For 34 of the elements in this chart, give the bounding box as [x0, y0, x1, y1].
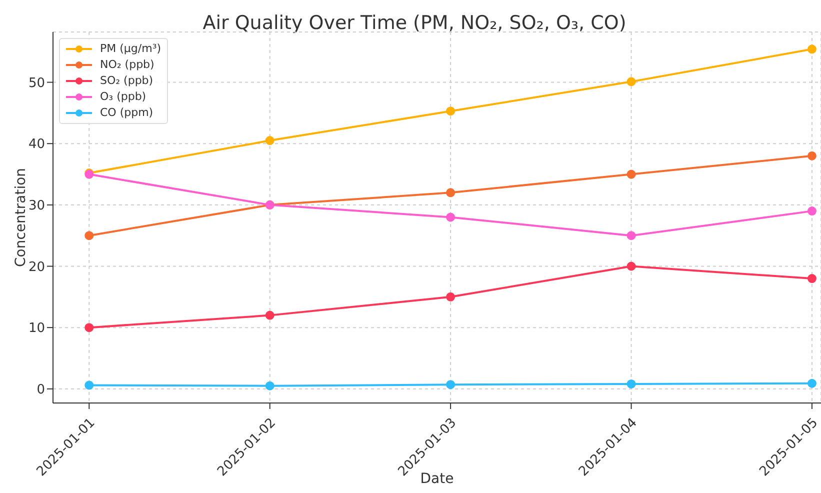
point — [626, 77, 636, 86]
legend-label: NO₂ (ppb) — [99, 57, 156, 73]
y-tick-label: 30 — [28, 198, 45, 214]
point — [446, 212, 456, 222]
point — [446, 380, 456, 390]
point — [446, 292, 456, 302]
legend-label: CO (ppm) — [99, 105, 154, 121]
y-tick-label: 0 — [36, 382, 45, 398]
y-tick-label: 50 — [28, 76, 45, 91]
point — [446, 106, 456, 116]
legend-label: O₃ (ppb) — [99, 89, 148, 105]
point — [84, 323, 94, 332]
y-tick-label: 20 — [28, 260, 45, 275]
y-axis-title: Concentration — [12, 168, 29, 268]
point — [446, 188, 456, 198]
point — [265, 310, 274, 320]
chart-title: Air Quality Over Time (PM, NO₂, SO₂, O₃, CO) — [202, 12, 628, 34]
point — [807, 274, 816, 284]
y-tick-label: 10 — [28, 321, 45, 336]
point — [265, 381, 274, 390]
legend-label: SO₂ (ppb) — [99, 73, 154, 89]
point — [626, 231, 636, 240]
point — [265, 136, 274, 146]
point — [807, 44, 816, 54]
point — [84, 380, 94, 390]
y-tick-label: 40 — [28, 137, 45, 152]
point — [626, 379, 636, 388]
legend-label: PM (µg/m³) — [99, 41, 162, 57]
point — [807, 151, 816, 160]
point — [84, 231, 94, 240]
point — [626, 262, 636, 271]
point — [807, 378, 816, 388]
point — [807, 206, 816, 216]
point — [626, 170, 636, 179]
